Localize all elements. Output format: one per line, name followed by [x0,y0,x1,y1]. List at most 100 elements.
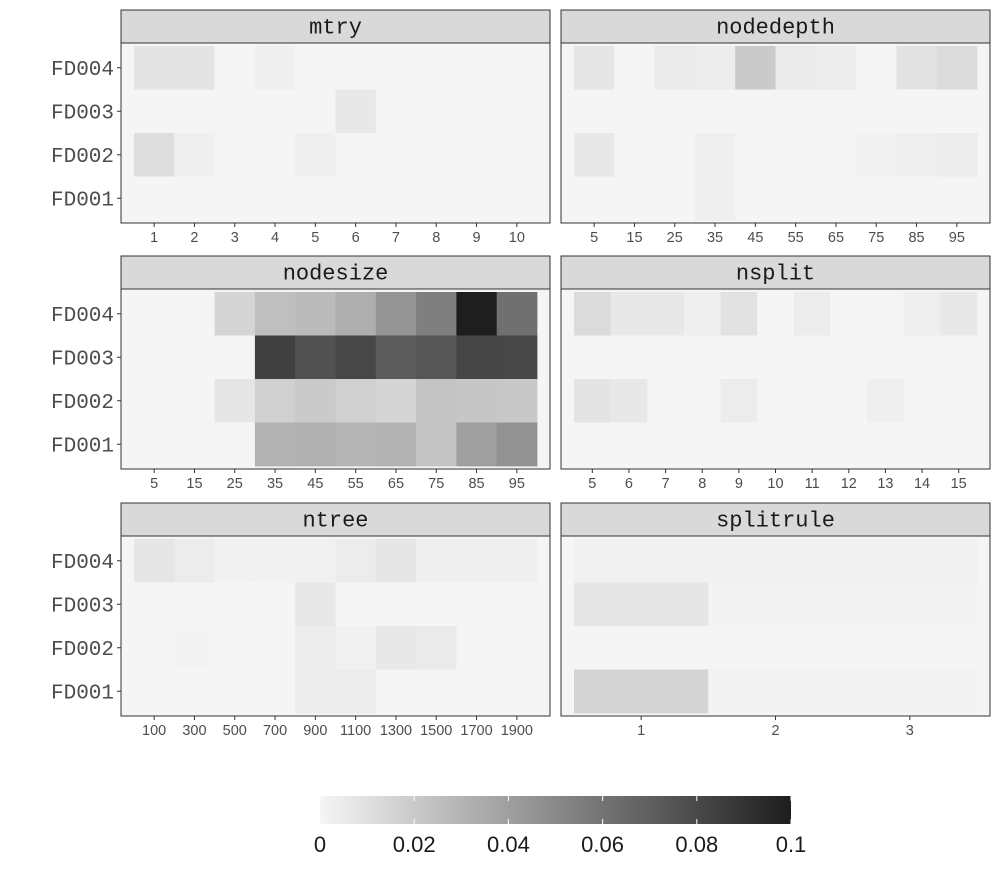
heatmap-tile [295,379,336,423]
legend-tick-label: 0.04 [487,832,530,857]
heatmap-tile [295,582,336,627]
heatmap-tile [654,176,696,221]
panel-border [120,535,551,717]
heatmap-tile [456,669,498,714]
facet-panel-splitrule: splitrule 1 2 3 [560,502,991,739]
x-tick-label: 25 [227,476,243,492]
heatmap-tile [295,176,336,221]
heatmap-tile [214,89,256,134]
heatmap-tile [867,422,905,467]
heatmap-tile [214,582,256,627]
heatmap-tile [295,626,336,670]
heatmap-tile [416,422,457,467]
heatmap-tile [574,133,615,177]
heatmap-tile [720,292,758,336]
x-tick-label: 75 [868,230,884,246]
heatmap-tile [335,46,377,90]
heatmap-tile [856,89,897,134]
heatmap-tile [856,46,897,90]
heatmap-tile [174,292,215,336]
heatmap-tile [694,176,736,221]
heatmap-tile [775,46,817,90]
y-tick-label: FD003 [51,102,114,125]
heatmap-tile [375,422,417,467]
heatmap-tile [375,292,417,336]
heatmap-tile [903,379,941,423]
heatmap-tile [416,46,457,90]
heatmap-tile [903,422,941,467]
heatmap-tile [793,379,831,423]
heatmap-tile [936,89,978,134]
heatmap-tile [214,539,256,583]
heatmap-tile [708,539,844,583]
heatmap-tile [134,133,175,177]
heatmap-tile [775,176,817,221]
heatmap-tile [295,335,336,380]
heatmap-tile [647,335,685,380]
heatmap-tile [654,89,696,134]
heatmap-tile [295,292,336,336]
heatmap-tile [735,176,776,221]
heatmap-tile [903,292,941,336]
heatmap-tile [416,89,457,134]
heatmap-tile [254,539,296,583]
heatmap-tile [214,379,256,423]
x-tick-label: 1700 [460,723,492,739]
legend-tick-label: 0.02 [393,832,436,857]
x-tick-label: 9 [735,476,743,492]
heatmap-tile [815,133,857,177]
heatmap-tile [456,292,498,336]
heatmap-tile [375,539,417,583]
heatmap-tile [793,335,831,380]
heatmap-tile [496,626,538,670]
heatmap-tile [496,539,538,583]
x-tick-label: 5 [150,476,158,492]
x-tick-label: 10 [767,476,783,492]
x-tick-label: 5 [311,230,319,246]
x-tick-label: 5 [588,476,596,492]
heatmap-tile [496,335,538,380]
heatmap-tile [574,626,709,670]
heatmap-tile [694,89,736,134]
x-tick-label: 6 [625,476,633,492]
heatmap-tile [214,176,256,221]
heatmap-tile [735,89,776,134]
legend-tick-label: 0.1 [776,832,807,857]
heatmap-tile [815,176,857,221]
x-tick-label: 1900 [501,723,533,739]
heatmap-tile [647,379,685,423]
heatmap-tile [456,422,498,467]
heatmap-tile [815,89,857,134]
heatmap-tile [574,669,709,714]
x-tick-label: 5 [590,230,598,246]
x-tick-label: 1 [150,230,158,246]
panel-border [120,288,551,470]
heatmap-tile [867,335,905,380]
heatmap-tile [416,133,457,177]
x-tick-label: 35 [267,476,283,492]
heatmap-tile [496,133,538,177]
y-tick-label: FD002 [51,146,114,169]
heatmap-tile [134,379,175,423]
x-tick-label: 1 [637,723,645,739]
heatmap-tile [647,292,685,336]
heatmap-tile [683,379,721,423]
y-tick-label: FD001 [51,189,114,212]
heatmap-tile [856,176,897,221]
heatmap-tile [456,539,498,583]
heatmap-tile [720,379,758,423]
y-tick-label: FD003 [51,595,114,618]
heatmap-tile [254,335,296,380]
heatmap-tile [936,133,978,177]
legend-colorbar [320,796,791,824]
heatmap-tile [335,176,377,221]
heatmap-tile [134,626,175,670]
facet-panel-nodesize: nodesize 5 15 25 35 45 55 65 75 85 95 FD004 FD003 FD0… [51,255,551,492]
heatmap-tile [757,379,795,423]
heatmap-tile [335,133,377,177]
heatmap-tile [134,669,175,714]
heatmap-tile [574,176,615,221]
heatmap-tile [254,46,296,90]
panel-border [560,42,991,224]
